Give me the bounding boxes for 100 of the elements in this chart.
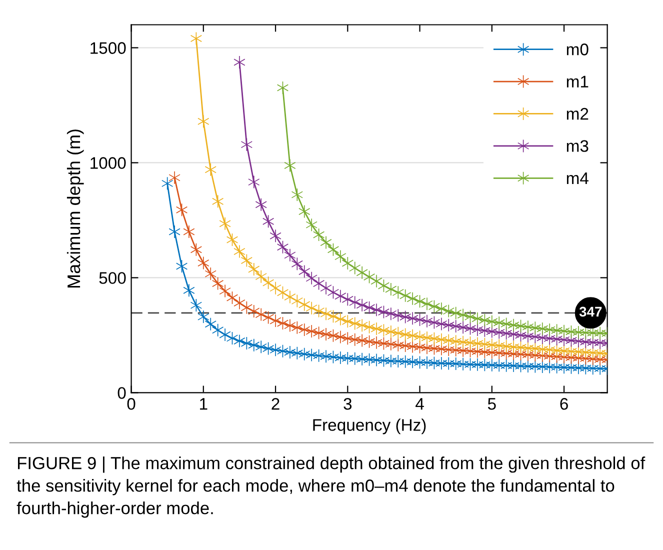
point [436,317,448,331]
point [291,188,303,202]
point [219,217,231,230]
x-tick-label: 5 [488,398,496,410]
point [234,56,246,69]
point [493,338,505,352]
point [421,314,433,328]
point [400,288,412,302]
point [457,308,469,322]
point [198,114,210,128]
point [291,294,303,308]
point [508,340,520,354]
x-tick-label: 4 [416,398,424,410]
point [508,318,520,332]
point [450,306,462,320]
point [320,281,332,295]
point [306,218,318,232]
point [457,320,469,334]
point [472,312,484,326]
legend-label: m1 [566,76,588,88]
point [544,343,556,356]
point [558,324,570,338]
point [486,338,498,352]
point [356,298,368,312]
point [306,301,318,315]
x-tick-label: 3 [344,398,352,410]
point [298,264,310,278]
point [270,229,282,243]
point [536,322,548,336]
point [392,286,404,300]
y-tick-label: 1500 [90,42,126,54]
point [342,256,354,270]
point [450,334,462,348]
legend-label: m3 [566,140,588,152]
point [558,344,570,358]
point [349,261,361,275]
point [356,266,368,280]
point [406,329,418,342]
point [436,302,448,316]
y-tick-label: 0 [118,387,126,399]
point [270,281,282,295]
point [385,282,397,296]
point [349,296,361,309]
y-axis-title: Maximum depth (m) [66,130,84,288]
point [306,272,318,285]
point [248,175,260,189]
point [486,314,498,328]
x-tick-label: 6 [560,398,568,410]
ref-line-label: 347 [579,306,602,317]
point [406,312,418,326]
point [370,322,382,336]
point [298,298,310,312]
point [255,270,267,284]
point [472,323,484,336]
point [522,320,534,334]
point [472,336,484,350]
point [544,323,556,336]
point [442,304,454,318]
point [349,316,361,330]
point [370,274,382,288]
point [392,308,404,322]
point [493,316,505,330]
point [320,307,332,320]
point [284,248,296,262]
point [334,312,346,326]
point [234,244,246,258]
point [298,204,310,218]
point [385,325,397,338]
point [442,318,454,332]
point [450,320,462,333]
point [406,292,418,306]
point [572,326,584,339]
point [594,326,606,340]
point [204,162,216,176]
point [248,262,260,276]
caption: FIGURE 9 | The maximum constrained depth obtained from the given threshold of the sensitivity kernel for each mode, where m0–m4 denote the fundamental to fourth-higher-order mode. [16,456,646,518]
point [370,303,382,317]
point [255,198,267,212]
point [421,297,433,311]
y-tick-label: 500 [99,272,126,284]
point [320,236,332,250]
point [400,310,412,324]
legend-label: m4 [566,172,588,184]
point [436,332,448,346]
point [356,318,368,332]
point [385,307,397,320]
point [284,290,296,304]
point [342,292,354,306]
y-tick-label: 1000 [90,157,126,169]
point [342,314,354,328]
legend-label: m0 [566,44,588,56]
point [536,342,548,356]
point [442,334,454,348]
point [291,257,303,271]
x-tick-label: 1 [200,398,208,410]
x-tick-label: 0 [127,398,136,410]
point [421,331,433,344]
point [334,289,346,303]
point [284,158,296,172]
point [334,250,346,264]
